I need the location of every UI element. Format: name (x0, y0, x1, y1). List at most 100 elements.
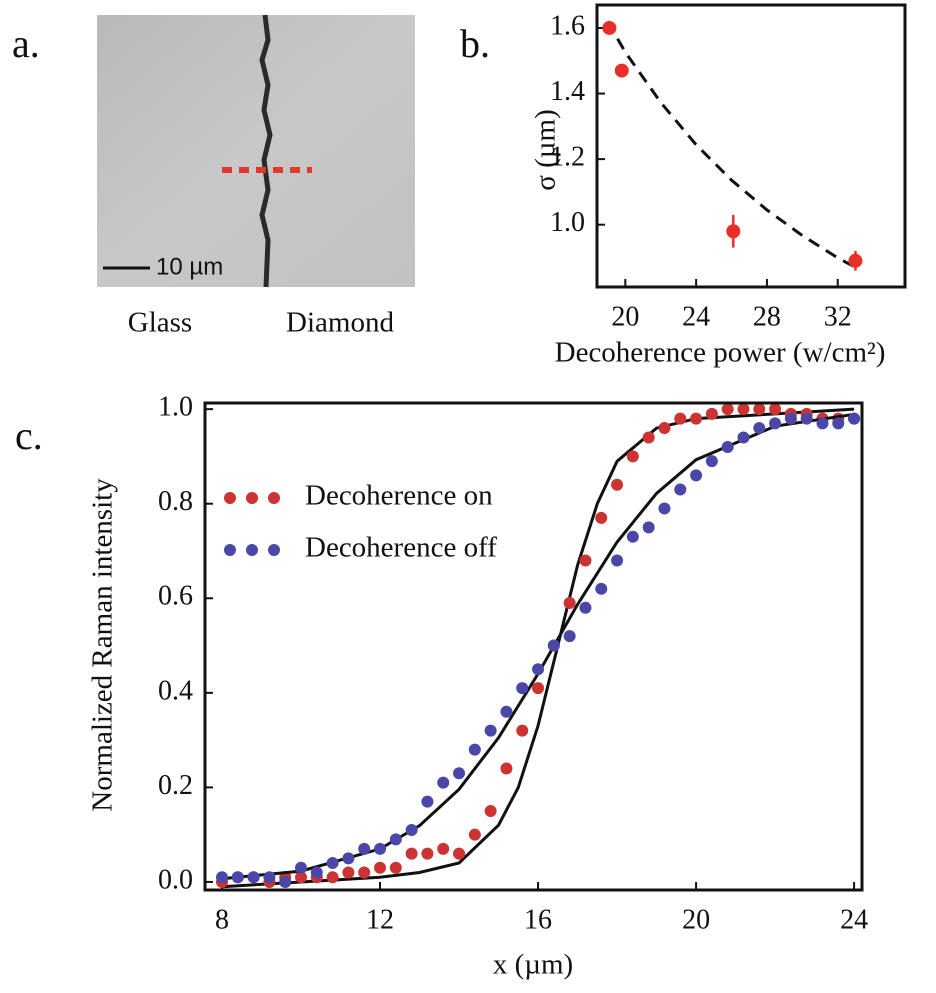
data-point (468, 743, 481, 756)
fit-curve (606, 20, 857, 269)
y-tick-label: 0.6 (158, 581, 193, 612)
y-tick-label: 1.2 (550, 142, 585, 173)
micrograph (97, 15, 415, 287)
data-point (705, 407, 718, 420)
panel-a: a. 10 µm Glass Diamond (12, 14, 415, 339)
data-point (279, 875, 292, 888)
data-point (611, 554, 624, 567)
data-point (231, 871, 244, 884)
x-tick-label: 20 (682, 904, 710, 935)
data-point (563, 630, 576, 643)
data-point (421, 795, 434, 808)
data-point (769, 403, 782, 416)
data-point (721, 440, 734, 453)
data-point (263, 871, 276, 884)
data-point (626, 530, 639, 543)
x-axis-title: Decoherence power (w/cm²) (555, 337, 886, 369)
x-tick-label: 32 (824, 301, 852, 332)
data-point (579, 601, 592, 614)
y-axis-title: σ (µm) (530, 109, 562, 190)
data-point (326, 857, 339, 870)
chart: c. 8 12 16 20 24 0.0 0.2 0.4 0.6 0.8 1.0 x (µm) Norma… (15, 392, 868, 981)
data-point (405, 823, 418, 836)
data-point (658, 502, 671, 515)
data-point (405, 847, 418, 860)
data-point (247, 871, 260, 884)
y-tick-label: 0.4 (158, 675, 193, 706)
y-tick-label: 1.6 (550, 10, 585, 41)
data-point (453, 767, 466, 780)
x-tick-label: 8 (215, 904, 229, 935)
data-point (642, 521, 655, 534)
legend-marker (246, 492, 258, 504)
plot-frame (203, 401, 864, 892)
data-point (611, 478, 624, 491)
y-tick-label: 1.4 (550, 76, 585, 107)
data-point (468, 828, 481, 841)
panel-label: c. (15, 413, 43, 458)
data-point (690, 412, 703, 425)
interface-crack (259, 14, 273, 288)
data-point (579, 554, 592, 567)
y-axis-title: Normalized Raman intensity (87, 478, 119, 812)
legend-marker (246, 544, 258, 556)
y-tick-label: 0.2 (158, 770, 193, 801)
x-axis-title: x (µm) (493, 949, 573, 981)
data-point (800, 412, 813, 425)
data-point (358, 842, 371, 855)
data-point (753, 422, 766, 435)
data-point (295, 871, 308, 884)
data-point (358, 866, 371, 879)
plot-frame (595, 3, 907, 289)
data-point (437, 842, 450, 855)
data-point (658, 422, 671, 435)
data-point (295, 861, 308, 874)
data-point (516, 724, 529, 737)
y-tick-label: 0.0 (158, 864, 193, 895)
data-point (532, 682, 545, 695)
data-point (737, 403, 750, 416)
side-label: Diamond (286, 307, 394, 339)
x-tick-label: 20 (611, 301, 639, 332)
panel-label: b. (460, 21, 490, 66)
data-point (769, 417, 782, 430)
data-point (342, 852, 355, 865)
legend-marker (268, 492, 280, 504)
chart: b. 20 24 28 32 1.0 1.2 1.4 1.6 Decoherence power … (460, 3, 907, 369)
data-point (595, 511, 608, 524)
legend-marker (224, 544, 236, 556)
data-point (721, 403, 734, 416)
data-point (848, 253, 863, 268)
data-point (215, 871, 228, 884)
data-point (342, 866, 355, 879)
data-point (784, 412, 797, 425)
x-tick-label: 28 (753, 301, 781, 332)
data-point (453, 847, 466, 860)
x-tick-label: 12 (366, 904, 394, 935)
y-tick-label: 1.0 (158, 392, 193, 423)
side-label: Glass (128, 307, 192, 339)
data-point (374, 842, 387, 855)
data-point (484, 805, 497, 818)
data-point (421, 847, 434, 860)
data-point (595, 582, 608, 595)
legend-label: Decoherence off (305, 532, 497, 564)
y-tick-label: 0.8 (158, 486, 193, 517)
y-tick-label: 1.0 (550, 207, 585, 238)
data-point (516, 682, 529, 695)
data-point (614, 63, 629, 78)
data-point (690, 469, 703, 482)
data-point (705, 455, 718, 468)
data-point (726, 224, 741, 239)
x-tick-label: 24 (840, 904, 868, 935)
data-point (816, 417, 829, 430)
data-point (374, 861, 387, 874)
data-point (310, 866, 323, 879)
data-point (563, 597, 576, 610)
data-point (389, 861, 402, 874)
legend-marker (224, 492, 236, 504)
data-point (500, 705, 513, 718)
data-point (532, 663, 545, 676)
data-point (737, 431, 750, 444)
